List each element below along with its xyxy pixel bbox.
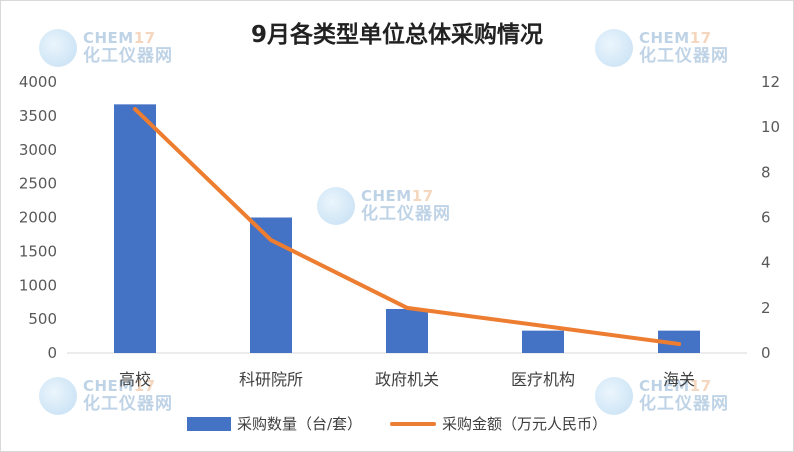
legend-item-quantity: 采购数量（台/套）	[186, 413, 363, 434]
bar	[114, 104, 156, 353]
bar	[658, 330, 700, 353]
right-axis-tick-label: 2	[761, 299, 771, 317]
left-axis-tick-label: 3500	[19, 107, 57, 125]
right-axis-tick-label: 10	[761, 118, 780, 136]
left-axis-tick-label: 500	[28, 310, 57, 328]
line-point	[269, 238, 273, 243]
right-axis-tick-label: 6	[761, 209, 771, 227]
left-axis-tick-label: 2500	[19, 175, 57, 193]
right-axis-tick-label: 4	[761, 254, 771, 272]
chart-legend: 采购数量（台/套） 采购金额（万元人民币）	[1, 413, 793, 434]
watermark-logo: CHEM17 化工仪器网	[39, 377, 173, 415]
legend-label-quantity: 采购数量（台/套）	[236, 415, 363, 433]
watermark-logo: CHEM17 化工仪器网	[317, 187, 451, 225]
bar	[522, 330, 564, 353]
left-axis-tick-label: 1000	[19, 276, 57, 294]
category-label: 海关	[663, 370, 695, 389]
category-label: 政府机关	[375, 370, 439, 389]
line-point	[405, 305, 409, 310]
right-axis-tick-label: 0	[761, 344, 771, 362]
legend-swatch-bar	[186, 416, 231, 431]
globe-icon	[595, 29, 633, 67]
left-axis-tick-label: 3000	[19, 141, 57, 159]
globe-icon	[317, 187, 355, 225]
bar	[386, 308, 428, 353]
right-axis-tick-label: 12	[761, 73, 780, 91]
left-axis-tick-label: 2000	[19, 209, 57, 227]
watermark-logo: CHEM17 化工仪器网	[595, 377, 729, 415]
line-point	[133, 107, 137, 112]
category-label: 高校	[119, 370, 151, 389]
category-label: 科研院所	[239, 370, 303, 389]
left-axis-tick-label: 0	[47, 344, 57, 362]
globe-icon	[39, 377, 77, 415]
watermark-logo: CHEM17 化工仪器网	[39, 29, 173, 67]
right-axis-tick-label: 8	[761, 163, 771, 181]
category-label: 医疗机构	[511, 370, 575, 389]
watermark-logo: CHEM17 化工仪器网	[595, 29, 729, 67]
left-axis-tick-label: 4000	[19, 73, 57, 91]
line-point	[677, 341, 681, 346]
line-point	[541, 323, 545, 328]
globe-icon	[39, 29, 77, 67]
chart-title: 9月各类型单位总体采购情况	[250, 22, 543, 48]
legend-label-amount: 采购金额（万元人民币）	[442, 415, 608, 433]
globe-icon	[595, 377, 633, 415]
legend-swatch-line	[390, 421, 437, 426]
legend-item-amount: 采购金额（万元人民币）	[390, 413, 607, 434]
left-axis-tick-label: 1500	[19, 242, 57, 260]
